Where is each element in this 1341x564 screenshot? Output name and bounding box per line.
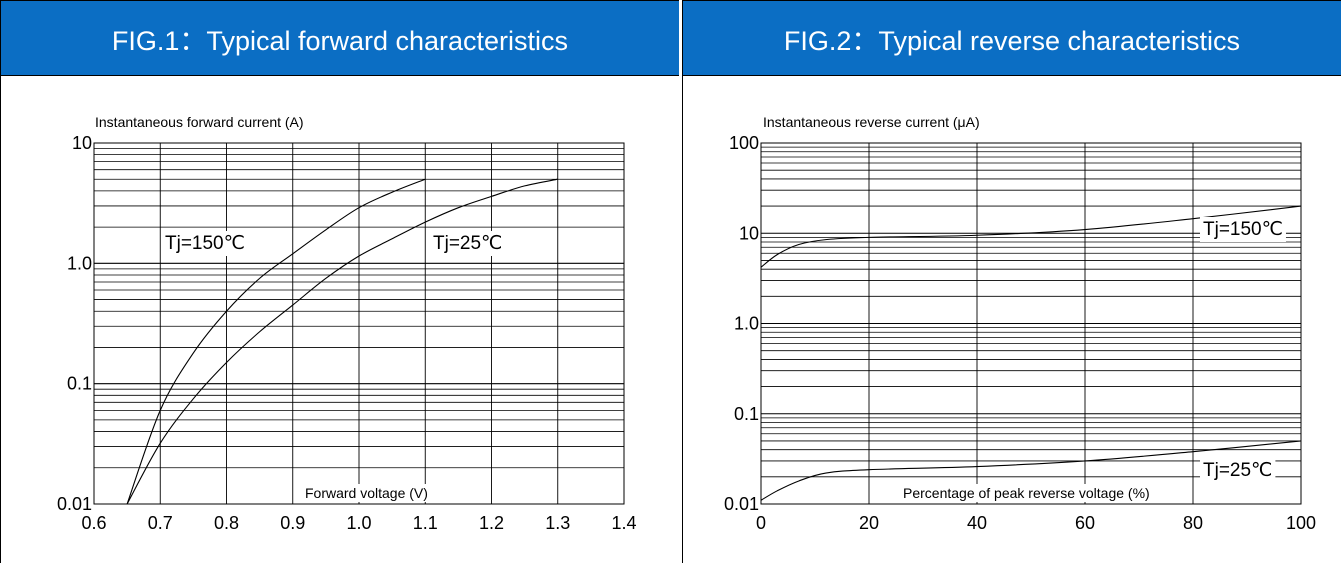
series-group: Tj=150℃ Tj=25℃ xyxy=(760,205,1302,501)
y-tick-label: 10 xyxy=(72,133,92,153)
y-axis-title: Instantaneous reverse current (μA) xyxy=(763,114,980,130)
reverse-chart-svg: 0 20 40 60 80 1000.010.11.010100Instantaneous… xyxy=(724,114,1316,533)
x-tick-label: 0.9 xyxy=(280,513,305,533)
grid xyxy=(93,142,625,505)
x-tick-label: 1.3 xyxy=(545,513,570,533)
x-tick-label: 1.2 xyxy=(479,513,504,533)
x-axis-title: Forward voltage (V) xyxy=(305,485,428,501)
x-tick-label: 60 xyxy=(1075,513,1095,533)
y-tick-label: 1.0 xyxy=(734,314,759,334)
chart-panel-reverse: FIG.2：Typical reverse characteristics 0 2… xyxy=(682,0,1341,563)
x-tick-label: 0.7 xyxy=(148,513,173,533)
y-axis-ticks: 0.01 0.1 1.0 10 100 xyxy=(724,133,759,514)
x-tick-label: 80 xyxy=(1183,513,1203,533)
series-label: Tj=25℃ xyxy=(433,233,502,254)
chart-title: FIG.1：Typical forward characteristics xyxy=(1,1,679,76)
y-tick-label: 100 xyxy=(729,133,759,153)
series-line xyxy=(126,178,558,505)
y-tick-label: 0.1 xyxy=(734,404,759,424)
x-tick-label: 20 xyxy=(859,513,879,533)
series-label-bg xyxy=(1200,217,1286,242)
x-axis-ticks: 0.6 0.7 0.8 0.9 1.0 1.1 1.2 1.3 1.4 xyxy=(81,513,636,533)
x-tick-label: 1.0 xyxy=(346,513,371,533)
x-axis-ticks: 0 20 40 60 80 100 xyxy=(756,513,1316,533)
forward-chart-svg: 0.6 0.7 0.8 0.9 1.0 1.1 1.2 1.3 1.4 0.01 0.1 1.0 10I… xyxy=(57,114,637,533)
y-axis-ticks: 0.01 0.1 1.0 10 xyxy=(57,133,92,514)
series-label: Tj=25℃ xyxy=(1203,460,1272,481)
series-label: Tj=150℃ xyxy=(1203,219,1283,240)
x-tick-label: 0 xyxy=(756,513,766,533)
series-group: Tj=150℃ Tj=25℃ xyxy=(126,178,558,505)
y-tick-label: 10 xyxy=(739,223,759,243)
series-label: Tj=150℃ xyxy=(165,233,245,254)
series-label-bg xyxy=(430,231,506,256)
x-tick-label: 0.6 xyxy=(81,513,106,533)
x-tick-label: 1.4 xyxy=(611,513,636,533)
series-label-bg xyxy=(1200,458,1276,483)
y-tick-label: 0.1 xyxy=(67,374,92,394)
y-tick-label: 1.0 xyxy=(67,253,92,273)
x-axis-title-bg xyxy=(900,484,1153,502)
plot-frame xyxy=(760,142,1302,505)
x-tick-label: 0.8 xyxy=(214,513,239,533)
series-line xyxy=(760,440,1302,501)
chart-panel-forward: FIG.1：Typical forward characteristics 0.… xyxy=(0,0,679,563)
x-axis-title-bg xyxy=(302,484,431,502)
x-tick-label: 1.1 xyxy=(413,513,438,533)
y-tick-label: 0.01 xyxy=(724,494,759,514)
y-axis-title: Instantaneous forward current (A) xyxy=(95,114,304,130)
series-line xyxy=(126,178,426,505)
x-tick-label: 100 xyxy=(1286,513,1316,533)
x-tick-label: 40 xyxy=(967,513,987,533)
chart-title: FIG.2：Typical reverse characteristics xyxy=(683,1,1341,76)
grid xyxy=(760,142,1302,505)
series-line xyxy=(760,205,1302,268)
y-tick-label: 0.01 xyxy=(57,494,92,514)
plot-frame xyxy=(93,142,625,505)
x-axis-title: Percentage of peak reverse voltage (%) xyxy=(903,485,1150,501)
series-label-bg xyxy=(162,231,248,256)
